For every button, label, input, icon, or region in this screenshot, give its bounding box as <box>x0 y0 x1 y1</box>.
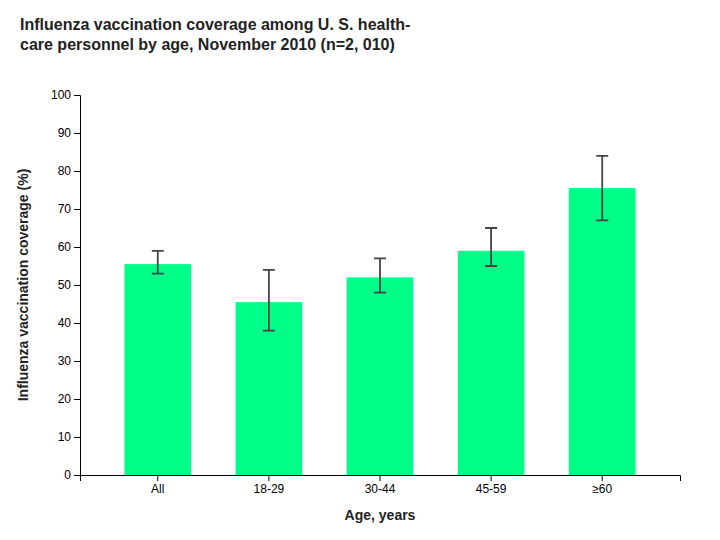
tick: 90 <box>58 126 80 140</box>
tick-label: 18-29 <box>254 482 285 496</box>
bar <box>458 251 525 475</box>
title: Influenza vaccination coverage among U. … <box>20 16 410 53</box>
tick-mark <box>74 285 80 286</box>
tick-label: 45-59 <box>476 482 507 496</box>
error-bar <box>263 270 275 331</box>
title-line: Influenza vaccination coverage among U. … <box>20 16 410 33</box>
tick-label: 0 <box>64 468 71 482</box>
x-axis-title: Age, years <box>345 507 416 523</box>
bar <box>124 264 191 475</box>
title-line: care personnel by age, November 2010 (n=… <box>20 36 395 53</box>
tick-label: 30-44 <box>365 482 396 496</box>
tick-label: All <box>151 482 164 496</box>
error-bar <box>485 228 497 266</box>
tick: 45-59 <box>476 475 507 496</box>
tick-mark <box>268 475 269 481</box>
tick-mark <box>602 475 603 481</box>
x-axis: All 18-29 30-44 45-59 ≥60 <box>81 475 681 496</box>
error-bar <box>596 156 608 221</box>
tick-label: 90 <box>58 126 72 140</box>
tick: 70 <box>58 202 80 216</box>
marks <box>124 156 635 475</box>
tick: 100 <box>51 88 80 102</box>
tick-mark <box>491 475 492 481</box>
error-bar <box>374 258 386 292</box>
tick-label: ≥60 <box>592 482 612 496</box>
tick-label: 20 <box>58 392 72 406</box>
tick-mark <box>74 133 80 134</box>
tick: ≥60 <box>592 475 612 496</box>
tick-label: 80 <box>58 164 72 178</box>
tick-mark <box>74 475 80 476</box>
error-bar <box>152 251 164 274</box>
bar <box>347 277 414 475</box>
tick: 80 <box>58 164 80 178</box>
tick-mark <box>74 209 80 210</box>
bar <box>569 188 636 475</box>
tick: 30-44 <box>365 475 396 496</box>
tick-mark <box>74 95 80 96</box>
tick: All <box>151 475 164 496</box>
tick: 18-29 <box>254 475 285 496</box>
tick-label: 50 <box>58 278 72 292</box>
tick-label: 40 <box>58 316 72 330</box>
tick-mark <box>74 399 80 400</box>
tick-mark <box>74 437 80 438</box>
y-axis: 0 10 20 30 40 50 60 70 80 90 100 <box>51 88 81 482</box>
chart: Influenza vaccination coverage among U. … <box>0 0 720 540</box>
plot: 0 10 20 30 40 50 60 70 80 90 100 All 18-29 30-44 45-59… <box>51 88 681 495</box>
tick: 10 <box>58 430 80 444</box>
tick-mark <box>157 475 158 481</box>
tick-label: 60 <box>58 240 72 254</box>
tick-label: 30 <box>58 354 72 368</box>
y-axis-title: Influenza vaccination coverage (%) <box>15 169 31 402</box>
tick: 30 <box>58 354 80 368</box>
tick: 60 <box>58 240 80 254</box>
tick: 40 <box>58 316 80 330</box>
tick-label: 70 <box>58 202 72 216</box>
tick-label: 100 <box>51 88 71 102</box>
tick-mark <box>380 475 381 481</box>
axis-line <box>81 476 681 482</box>
tick-mark <box>74 247 80 248</box>
tick-mark <box>74 361 80 362</box>
tick: 0 <box>64 468 80 482</box>
tick-mark <box>74 171 80 172</box>
tick-mark <box>74 323 80 324</box>
axis-line <box>74 96 81 476</box>
tick: 20 <box>58 392 80 406</box>
tick-label: 10 <box>58 430 72 444</box>
tick: 50 <box>58 278 80 292</box>
